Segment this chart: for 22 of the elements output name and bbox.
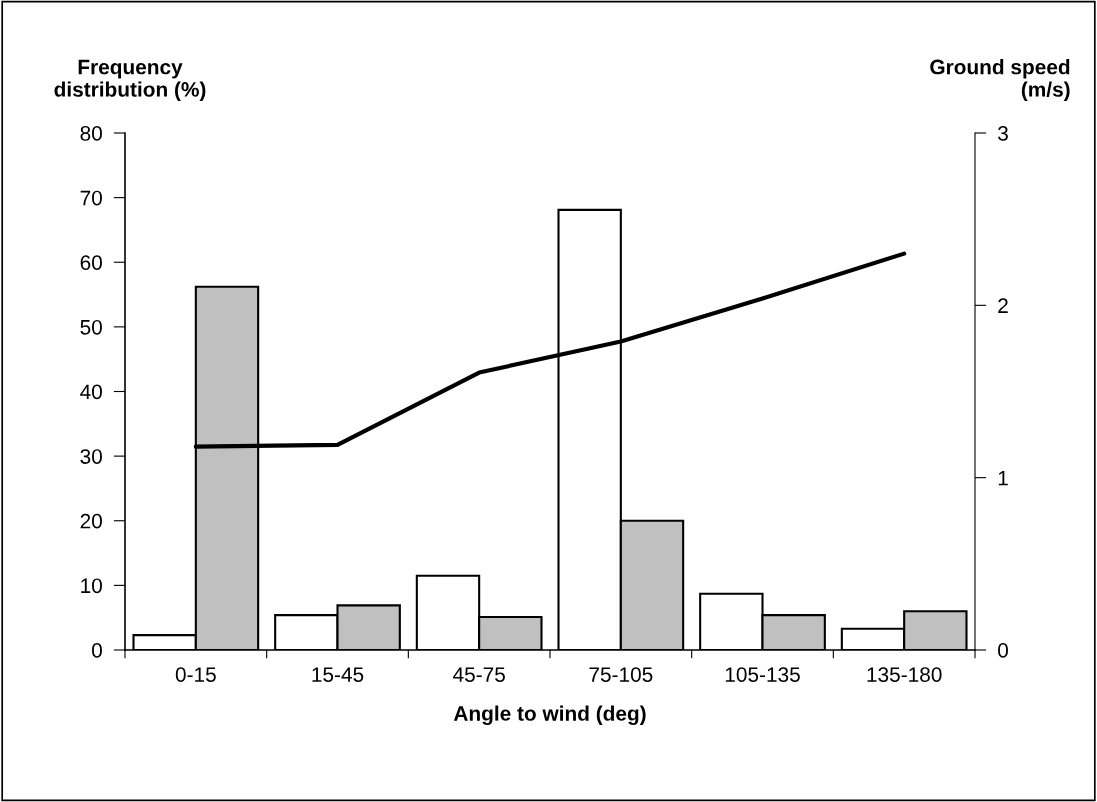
x-tick-label: 105-135 [725,667,800,682]
y-tick-label: 10 [81,578,102,594]
x-axis-title: Angle to wind (deg) [453,705,646,726]
y-axis-title: Frequency distribution (%) [54,59,206,101]
y2-tick-label: 2 [998,298,1008,313]
y-tick-label: 60 [80,255,102,270]
y-tick-label: 0 [92,643,102,658]
y2-tick-label: 1 [998,470,1008,486]
y-tick-label: 80 [80,126,102,141]
x-tick-label: 45-75 [453,667,505,682]
y2-axis-title: Ground speed (m/s) [930,59,1070,101]
y2-tick-label: 0 [998,643,1008,658]
y2-tick-label: 3 [998,126,1008,141]
x-tick-label: 135-180 [867,667,942,682]
x-tick-label: 75-105 [589,667,653,682]
y-tick-label: 20 [80,513,102,529]
y-tick-label: 50 [80,319,102,335]
y-tick-label: 70 [80,190,102,206]
y-tick-label: 40 [80,384,102,400]
y-tick-label: 30 [80,449,102,464]
x-tick-label: 15-45 [312,667,364,682]
x-tick-label: 0-15 [175,667,216,682]
